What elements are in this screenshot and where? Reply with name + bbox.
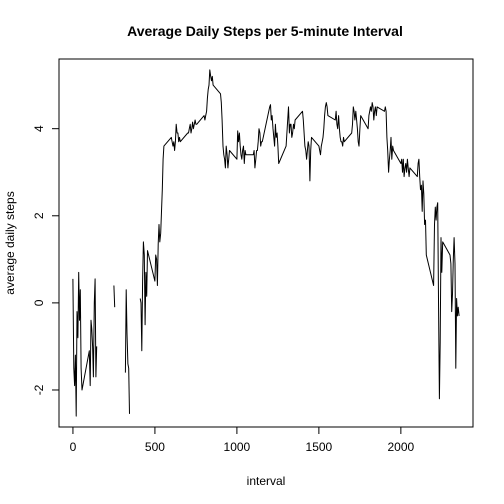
series-line bbox=[139, 69, 460, 400]
y-tick-label: 2 bbox=[32, 212, 46, 219]
y-tick-label: 0 bbox=[32, 299, 46, 306]
y-axis: -2 0 2 4 bbox=[32, 125, 60, 395]
x-tick-label: 2000 bbox=[388, 440, 415, 454]
series-line bbox=[72, 271, 98, 417]
x-tick-label: 1500 bbox=[306, 440, 333, 454]
series-line bbox=[113, 285, 116, 308]
y-tick-label: -2 bbox=[32, 384, 46, 395]
x-tick-label: 500 bbox=[145, 440, 165, 454]
x-tick-label: 1000 bbox=[224, 440, 251, 454]
x-tick-label: 0 bbox=[70, 440, 77, 454]
plot-frame bbox=[58, 58, 474, 428]
x-axis-label: interval bbox=[247, 474, 286, 488]
y-tick-label: 4 bbox=[32, 125, 46, 132]
y-axis-label: average daily steps bbox=[3, 191, 17, 294]
chart-title: Average Daily Steps per 5-minute Interva… bbox=[127, 23, 403, 39]
series-group bbox=[72, 69, 460, 417]
x-axis: 0 500 1000 1500 2000 bbox=[70, 426, 415, 454]
series-line bbox=[124, 289, 130, 414]
